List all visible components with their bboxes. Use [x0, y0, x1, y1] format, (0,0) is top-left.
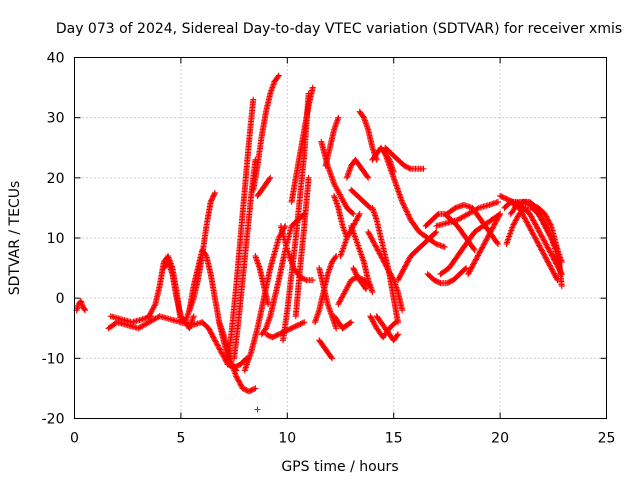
- series-arc-33: [348, 186, 374, 211]
- data-point-markers: [382, 150, 448, 250]
- series-arc-34: [348, 223, 376, 296]
- data-point-markers: [433, 198, 501, 229]
- series-arc-35: [350, 265, 369, 293]
- series-arc-32: [343, 156, 372, 181]
- tick-layer: 0 5 10 15 20 25 -20 -10 0 10 20 30 40: [42, 51, 616, 447]
- x-tick-label: 25: [598, 431, 616, 447]
- series-arc-45: [422, 210, 478, 253]
- y-tick-label: 30: [47, 111, 65, 127]
- y-tick-label: 10: [47, 231, 65, 247]
- x-tick-label: 0: [70, 431, 79, 447]
- series-arc-10: [224, 96, 257, 368]
- grid-layer: [74, 57, 607, 419]
- series-arc-41: [373, 313, 401, 344]
- data-point-markers: [254, 406, 261, 413]
- data-point-markers: [292, 174, 312, 320]
- series-arc-28: [331, 192, 350, 241]
- data-point-markers: [107, 313, 155, 326]
- y-tick-label: 0: [56, 291, 65, 307]
- data-point-markers: [316, 265, 340, 332]
- data-point-markers: [348, 186, 374, 211]
- series-arc-55: [509, 198, 565, 290]
- data-point-markers: [322, 114, 342, 169]
- data-point-markers: [369, 204, 401, 326]
- x-tick-label: 10: [278, 431, 296, 447]
- series-arc-39: [369, 204, 401, 326]
- series-arc-43: [382, 150, 448, 250]
- x-axis-label: GPS time / hours: [281, 459, 398, 475]
- series-arc-15: [254, 406, 261, 413]
- y-tick-label: 40: [47, 51, 65, 67]
- data-point-markers: [422, 210, 478, 253]
- chart-title: Day 073 of 2024, Sidereal Day-to-day VTE…: [56, 21, 622, 37]
- series-arc-46: [424, 265, 470, 287]
- series-arc-25: [316, 265, 340, 332]
- data-point-markers: [365, 229, 406, 314]
- series-arc-47: [433, 198, 501, 229]
- data-point-markers: [252, 253, 272, 308]
- series-arc-37: [365, 229, 406, 314]
- data-point-markers: [254, 174, 274, 199]
- data-point-markers: [343, 156, 372, 181]
- data-point-markers: [288, 84, 316, 205]
- series-arc-44: [395, 229, 440, 284]
- series-arc-42: [382, 144, 427, 172]
- series-arc-03: [107, 313, 155, 326]
- data-point-markers: [250, 72, 282, 193]
- y-tick-label: -20: [42, 412, 65, 428]
- series-arc-29: [331, 313, 355, 332]
- series-arc-27: [322, 114, 342, 169]
- data-point-markers: [395, 229, 440, 284]
- series-arc-22: [292, 174, 312, 320]
- y-tick-label: 20: [47, 171, 65, 187]
- data-point-markers: [350, 265, 369, 293]
- data-point-markers: [509, 198, 565, 290]
- plot-frame: [74, 57, 607, 419]
- data-point-markers: [424, 265, 470, 287]
- data-points-layer: [73, 72, 565, 413]
- series-arc-16: [254, 174, 274, 199]
- data-point-markers: [331, 313, 355, 332]
- y-tick-label: -10: [42, 351, 65, 367]
- data-point-markers: [373, 313, 401, 344]
- data-point-markers: [331, 192, 350, 241]
- series-arc-14: [252, 253, 272, 308]
- data-point-markers: [348, 223, 376, 296]
- series-arc-21: [288, 84, 316, 205]
- data-point-markers: [382, 144, 427, 172]
- y-axis-label: SDTVAR / TECUs: [7, 181, 23, 296]
- series-arc-13: [250, 72, 282, 193]
- x-tick-label: 20: [491, 431, 509, 447]
- data-point-markers: [224, 96, 257, 368]
- series-arc-01: [73, 298, 89, 314]
- series-arc-50: [465, 210, 504, 278]
- data-point-markers: [465, 210, 504, 278]
- series-arc-24: [316, 337, 335, 362]
- data-point-markers: [316, 337, 335, 362]
- data-point-markers: [73, 298, 89, 314]
- x-tick-label: 15: [385, 431, 403, 447]
- x-tick-label: 5: [176, 431, 185, 447]
